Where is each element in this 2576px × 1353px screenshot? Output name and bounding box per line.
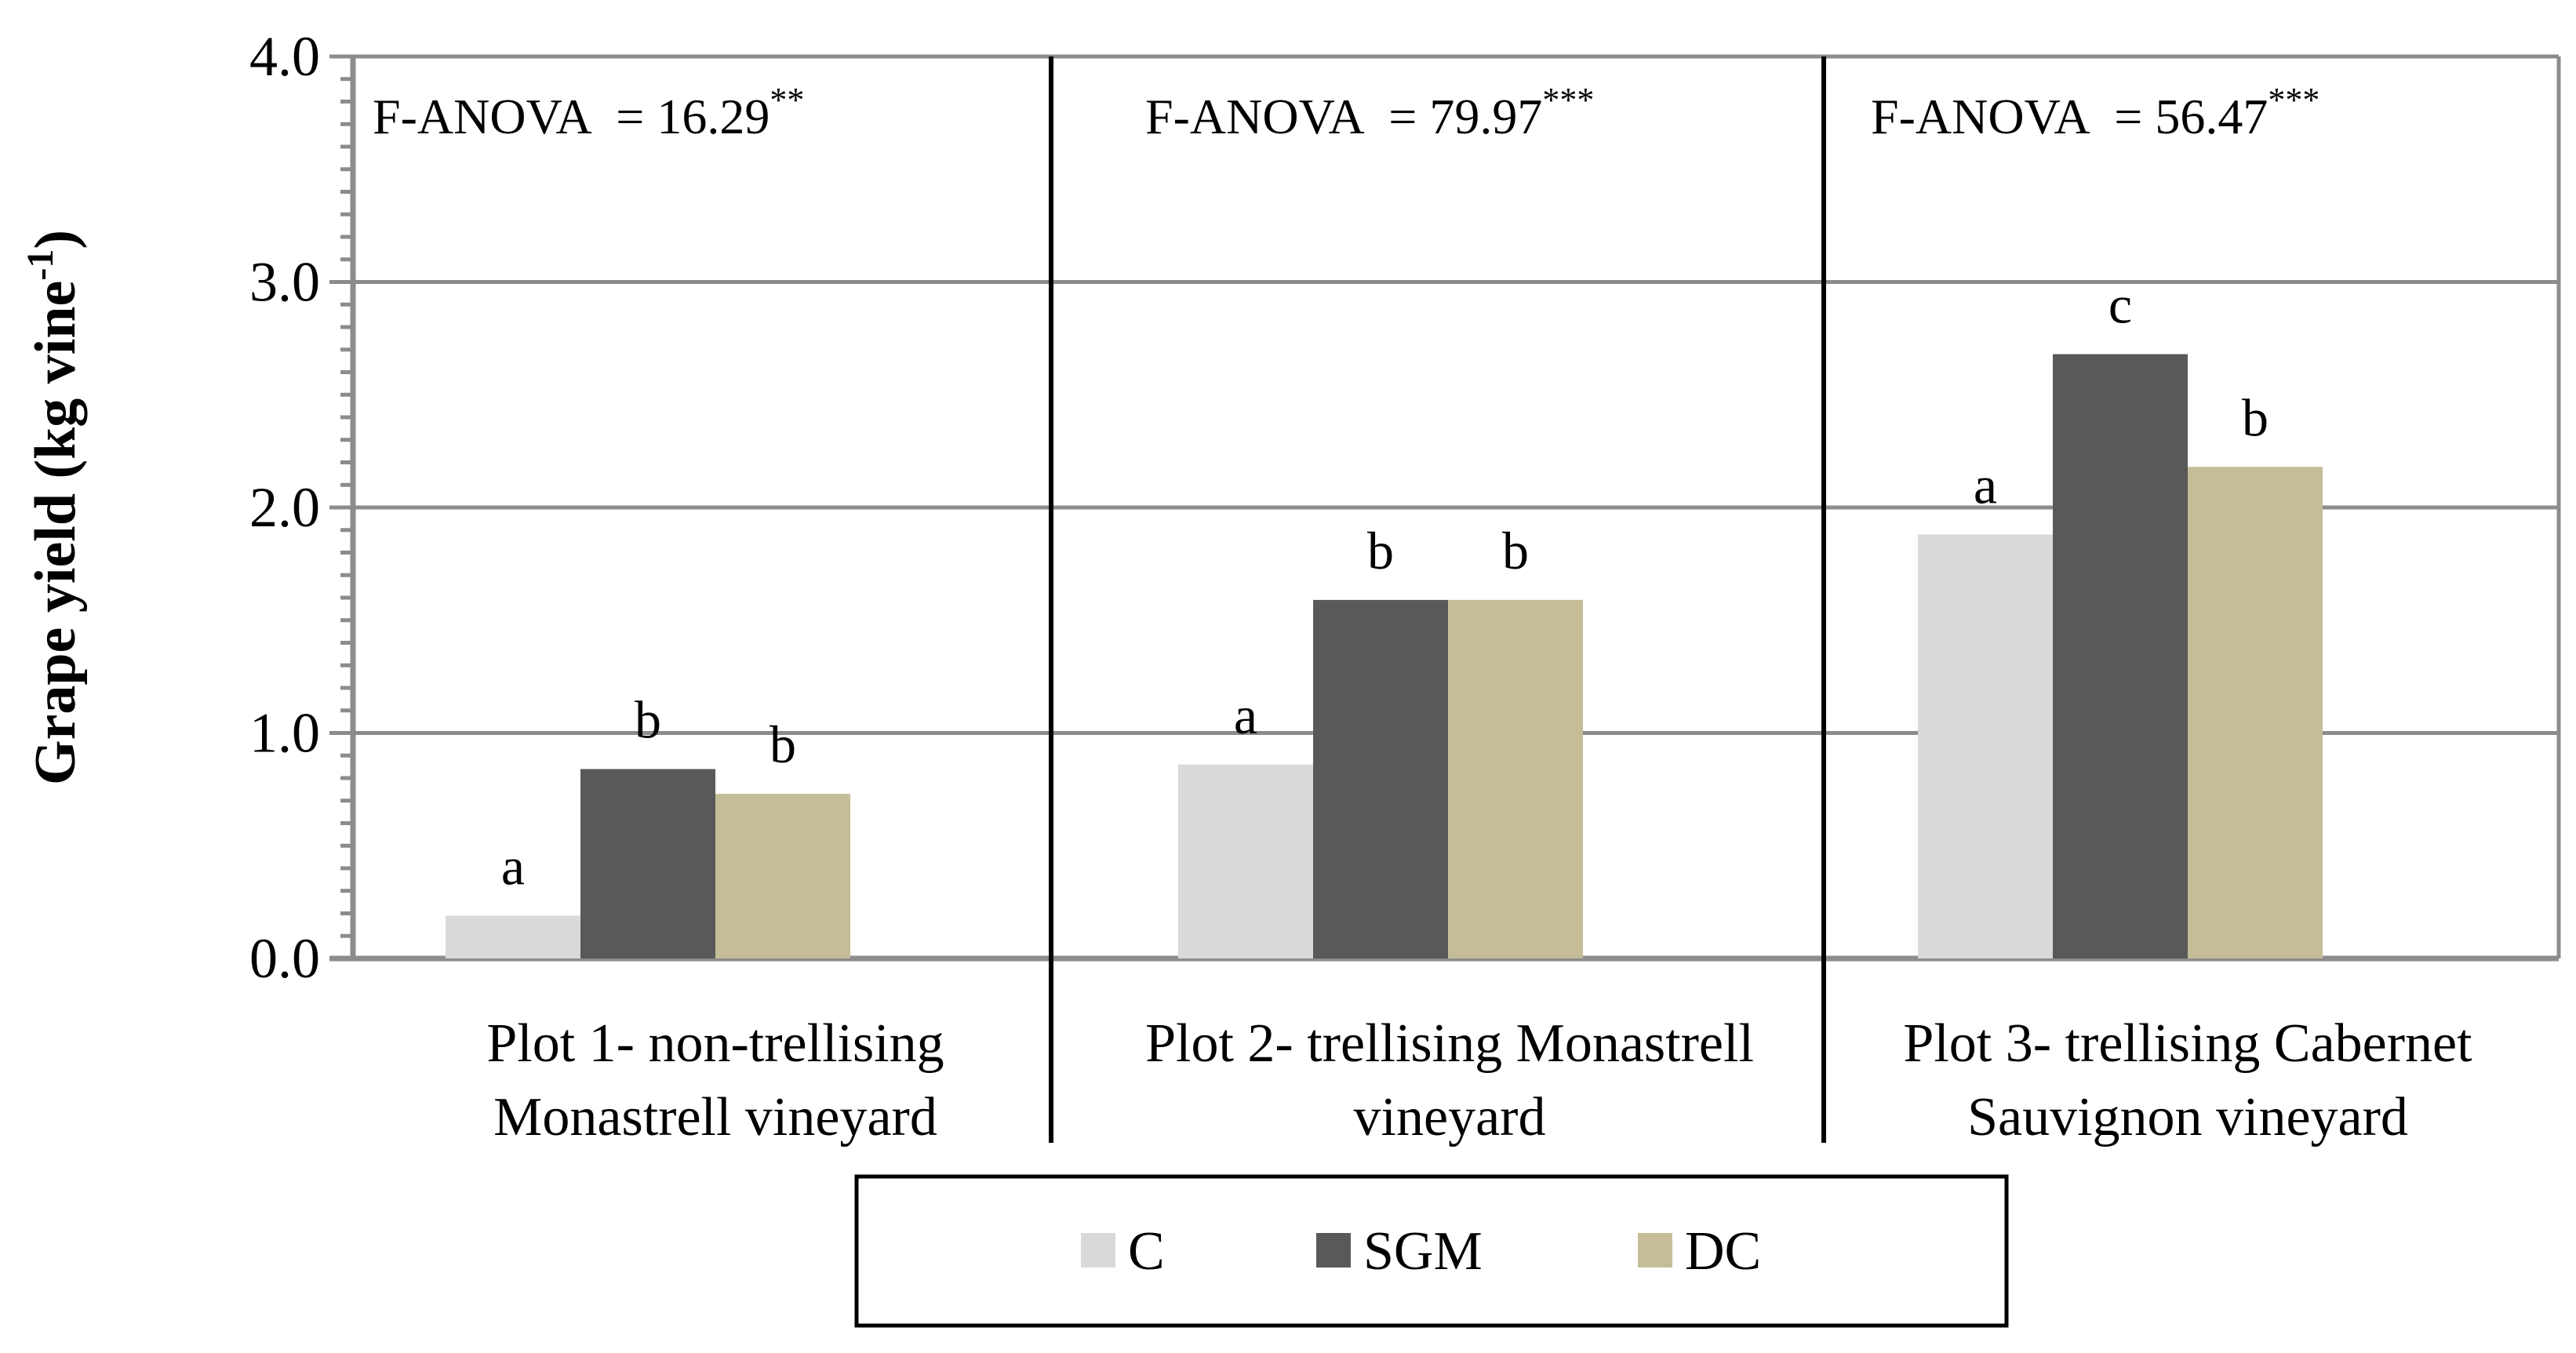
legend-label: C [1128,1221,1165,1282]
y-tick-label: 0.0 [249,927,320,990]
legend-box [854,1174,2009,1328]
significance-letter: c [2108,275,2132,335]
y-axis-title-superscript: -1 [20,249,61,281]
anova-value: = 56.47 [2101,89,2268,144]
bar-c [1178,764,1313,958]
anova-significance: *** [2268,81,2319,119]
anova-value: = 79.97 [1376,89,1542,144]
anova-label: F-ANOVA [373,89,592,144]
bar-dc [1448,599,1583,958]
significance-letter: b [635,690,661,750]
bar-dc [715,794,850,958]
anova-annotation: F-ANOVA = 16.29** [373,81,804,144]
anova-annotations: F-ANOVA = 16.29** F-ANOVA = 79.97*** F-ANO… [373,81,2319,144]
category-label-line2: vineyard [1354,1087,1546,1148]
category-label-line1: Plot 2- trellising Monastrell [1145,1013,1754,1074]
y-tick-label: 1.0 [249,702,320,765]
legend: C SGM DC [854,1174,2009,1328]
bar-c [1918,534,2053,958]
anova-annotation: F-ANOVA = 79.97*** [1145,81,1594,144]
bar-dc [2188,467,2323,958]
anova-significance: *** [1542,81,1594,119]
significance-letter: b [770,715,796,774]
y-axis-title: Grape yield (kg vine-1) [20,230,88,785]
legend-label: DC [1685,1221,1761,1282]
y-axis-title-main: Grape yield (kg vine [24,281,88,785]
y-axis-title: Grape yield (kg vine-1) [20,230,88,785]
category-label-line2: Monastrell vineyard [493,1087,937,1148]
legend-label: SGM [1363,1221,1483,1282]
y-tick-label: 4.0 [249,25,320,88]
bar-c [446,915,580,958]
anova-label: F-ANOVA [1871,89,2090,144]
x-category-labels: Plot 1- non-trellising Monastrell vineyar… [486,1013,2472,1148]
bars [446,354,2323,958]
category-label-line1: Plot 1- non-trellising [486,1013,944,1074]
legend-swatch-sgm [1316,1233,1351,1268]
anova-value: = 16.29 [603,89,770,144]
significance-letter: b [1367,521,1394,580]
bar-sgm [2053,354,2188,958]
bar-sgm [580,769,715,958]
anova-label: F-ANOVA [1145,89,1365,144]
significance-letter: a [501,836,525,896]
legend-swatch-dc [1638,1233,1672,1268]
category-label-line1: Plot 3- trellising Cabernet [1903,1013,2472,1074]
y-tick-label: 3.0 [249,251,320,314]
y-axis-title-close: ) [24,230,88,249]
significance-letter: a [1234,686,1257,745]
significance-letters: a b b a b b a c b [501,275,2269,897]
legend-swatch-c [1081,1233,1115,1268]
anova-significance: ** [770,81,804,119]
plot-separators [1049,56,1826,1143]
anova-annotation: F-ANOVA = 56.47*** [1871,81,2319,144]
category-label-line2: Sauvignon vineyard [1967,1087,2408,1148]
bar-sgm [1313,599,1448,958]
significance-letter: b [1502,521,1529,580]
significance-letter: b [2242,387,2269,447]
significance-letter: a [1974,456,1997,515]
y-tick-label: 2.0 [249,476,320,539]
